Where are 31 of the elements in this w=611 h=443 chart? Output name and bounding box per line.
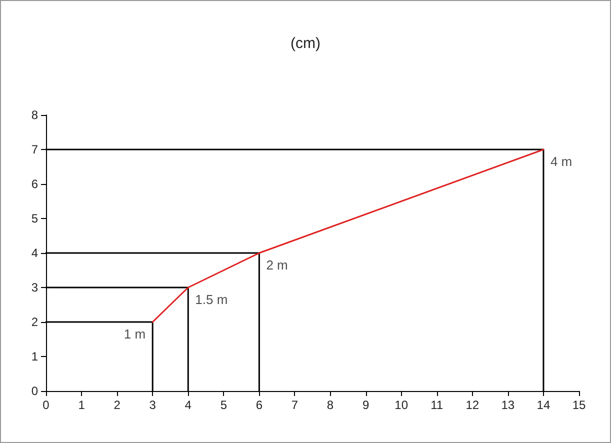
x-tick-label: 13 [501,398,515,412]
annotation: 1 m [124,326,146,342]
y-tick-label: 3 [31,280,38,294]
x-tick-label: 10 [394,398,408,412]
annotation: 2 m [266,258,288,272]
y-tick-label: 1 [31,350,38,364]
chart-title: (cm) [290,35,320,52]
x-tick-label: 15 [572,398,586,412]
x-tick-label: 4 [184,398,192,412]
x-tick-label: 9 [362,398,370,412]
x-tick-label: 6 [256,398,263,412]
y-tick-label: 7 [31,142,38,156]
x-tick-label: 14 [536,398,550,412]
line-series [152,148,544,323]
y-tick-label: 6 [31,177,38,191]
x-tick-label: 2 [114,398,121,412]
x-tick-label: 0 [42,398,50,412]
x-tick-label: 5 [220,398,228,412]
x-tick-label: 7 [291,398,298,412]
x-tick-label: 8 [326,398,334,412]
annotation: 4 m [550,154,572,169]
y-tick-label: 4 [31,246,38,260]
x-tick-label: 12 [466,398,480,412]
x-tick-label: 1 [78,398,86,412]
y-tick-label: 8 [31,108,38,122]
x-tick-label: 3 [149,398,156,412]
x-tick-label: 11 [430,398,444,412]
y-tick-label: 2 [31,315,38,329]
annotation: 1.5 m [195,292,228,307]
y-tick-label: 5 [31,212,38,226]
y-tick-label: 0 [31,384,38,398]
